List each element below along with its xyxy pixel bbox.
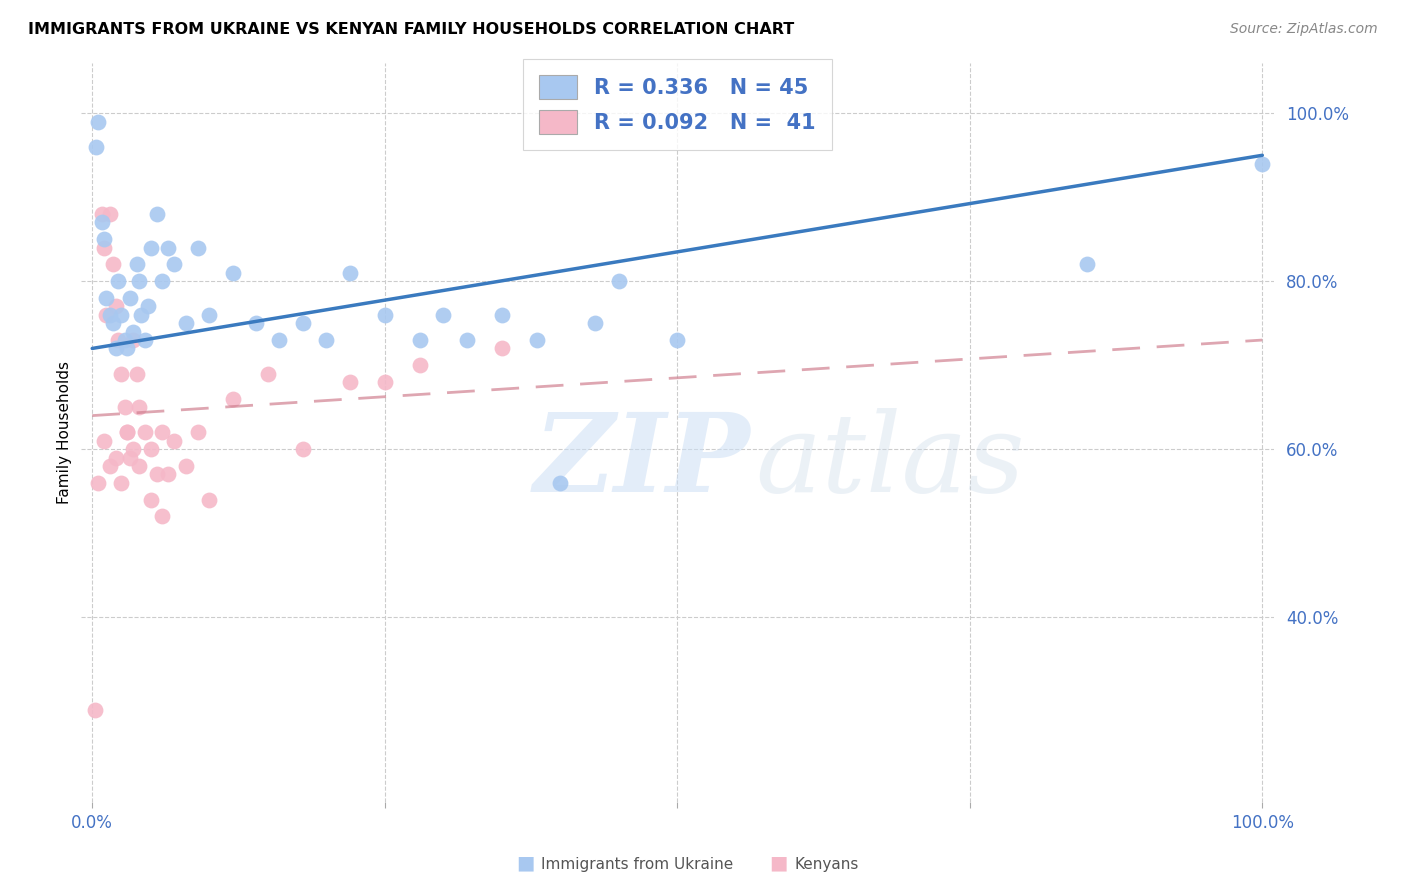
Point: [122, 325, 145, 339]
Point: [134, 425, 156, 440]
Point: [103, 316, 125, 330]
Point: [128, 274, 150, 288]
Point: [174, 458, 197, 473]
Point: [186, 425, 208, 440]
Point: [1076, 257, 1098, 271]
Point: [221, 392, 243, 406]
Point: [104, 300, 127, 314]
Text: Immigrants from Ukraine: Immigrants from Ukraine: [541, 857, 734, 872]
Point: [87, 475, 110, 490]
Point: [118, 291, 141, 305]
Point: [245, 316, 267, 330]
Point: [83, 702, 105, 716]
Point: [93, 232, 115, 246]
Point: [409, 333, 432, 347]
Point: [128, 458, 150, 473]
Point: [117, 425, 139, 440]
Point: [110, 475, 132, 490]
Point: [256, 367, 278, 381]
Point: [315, 333, 337, 347]
Text: atlas: atlas: [755, 409, 1025, 516]
Point: [291, 442, 314, 457]
Point: [221, 266, 243, 280]
Point: [93, 434, 115, 448]
Point: [96, 291, 118, 305]
Point: [157, 241, 180, 255]
Point: [491, 342, 513, 356]
Point: [174, 316, 197, 330]
Point: [98, 458, 121, 473]
Point: [114, 333, 136, 347]
Point: [152, 425, 174, 440]
Point: [87, 114, 110, 128]
Point: [117, 342, 139, 356]
Point: [98, 207, 121, 221]
Point: [291, 316, 314, 330]
Text: Source: ZipAtlas.com: Source: ZipAtlas.com: [1230, 22, 1378, 37]
Point: [139, 492, 162, 507]
Point: [186, 241, 208, 255]
Point: [152, 509, 174, 524]
Point: [93, 241, 115, 255]
Point: [491, 308, 513, 322]
Point: [122, 442, 145, 457]
Point: [117, 425, 139, 440]
Point: [125, 257, 148, 271]
Point: [103, 257, 125, 271]
Point: [134, 333, 156, 347]
Y-axis label: Family Households: Family Households: [58, 361, 72, 504]
Point: [131, 308, 153, 322]
Point: [145, 207, 167, 221]
Point: [583, 316, 606, 330]
Point: [1251, 157, 1274, 171]
Point: [145, 467, 167, 482]
Point: [139, 442, 162, 457]
Point: [607, 274, 630, 288]
Point: [339, 375, 361, 389]
Point: [456, 333, 478, 347]
Point: [198, 308, 221, 322]
Text: IMMIGRANTS FROM UKRAINE VS KENYAN FAMILY HOUSEHOLDS CORRELATION CHART: IMMIGRANTS FROM UKRAINE VS KENYAN FAMILY…: [28, 22, 794, 37]
Point: [114, 401, 136, 415]
Point: [104, 450, 127, 465]
Point: [339, 266, 361, 280]
Point: [96, 308, 118, 322]
Point: [118, 450, 141, 465]
Point: [526, 333, 548, 347]
Point: [666, 333, 689, 347]
Point: [374, 308, 396, 322]
Point: [157, 467, 180, 482]
Point: [84, 140, 107, 154]
Text: Kenyans: Kenyans: [794, 857, 859, 872]
Text: ■: ■: [769, 854, 787, 872]
Point: [163, 434, 186, 448]
Point: [269, 333, 291, 347]
Point: [110, 367, 132, 381]
Point: [107, 274, 129, 288]
Point: [110, 308, 132, 322]
Point: [152, 274, 174, 288]
Point: [128, 401, 150, 415]
Text: ZIP: ZIP: [534, 409, 751, 516]
Legend: R = 0.336   N = 45, R = 0.092   N =  41: R = 0.336 N = 45, R = 0.092 N = 41: [523, 59, 832, 151]
Point: [548, 475, 571, 490]
Point: [138, 300, 160, 314]
Point: [198, 492, 221, 507]
Point: [90, 207, 112, 221]
Point: [409, 358, 432, 372]
Point: [104, 342, 127, 356]
Point: [125, 367, 148, 381]
Point: [90, 215, 112, 229]
Point: [432, 308, 454, 322]
Text: ■: ■: [516, 854, 534, 872]
Point: [107, 333, 129, 347]
Point: [98, 308, 121, 322]
Point: [139, 241, 162, 255]
Point: [122, 333, 145, 347]
Point: [163, 257, 186, 271]
Point: [374, 375, 396, 389]
